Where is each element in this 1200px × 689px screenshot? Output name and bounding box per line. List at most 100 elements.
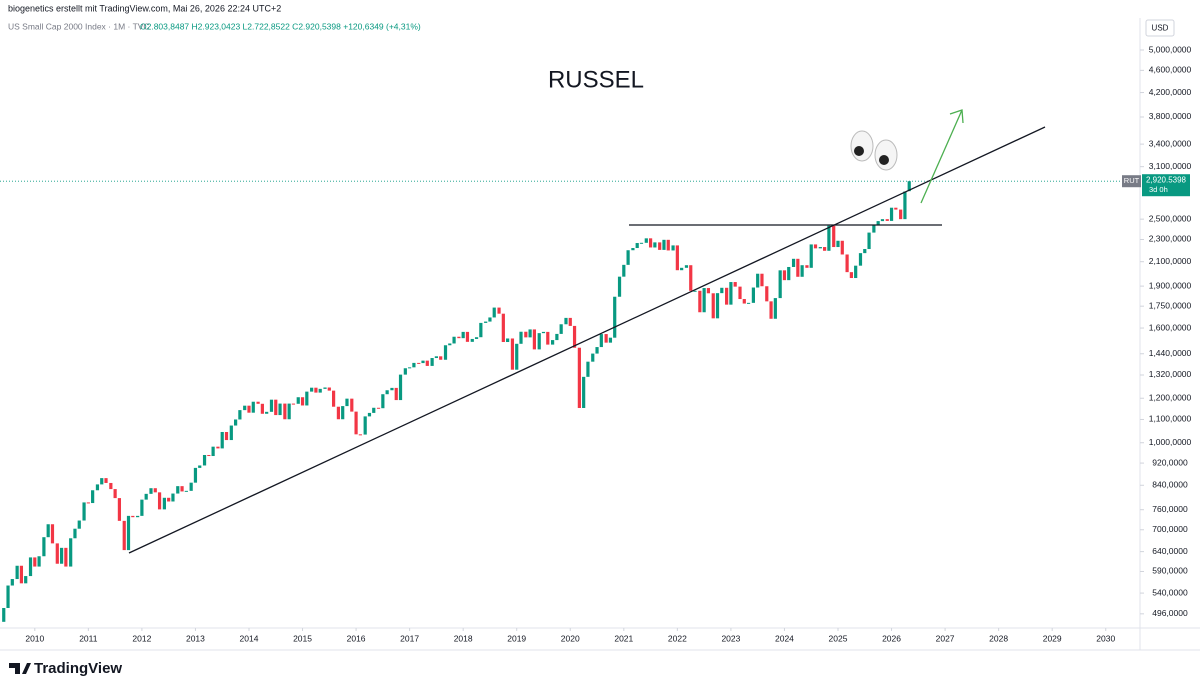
candle-body	[582, 376, 586, 408]
candle-body	[546, 331, 550, 345]
candle-body	[131, 515, 135, 518]
candle-body	[95, 484, 100, 491]
candle-body	[144, 493, 148, 500]
x-tick-label: 2014	[240, 633, 259, 643]
x-tick-label: 2018	[454, 633, 473, 643]
candle-body	[760, 273, 764, 287]
candle-body	[189, 482, 193, 491]
arrow	[920, 109, 964, 204]
y-tick-label: 1,600,0000	[1149, 322, 1192, 332]
candle-body	[251, 401, 255, 413]
candle-body	[845, 254, 849, 273]
candle-body	[157, 492, 162, 510]
candle-body	[336, 406, 341, 420]
candle-body	[889, 207, 894, 221]
candle-body	[591, 353, 595, 362]
candle-body	[867, 232, 871, 250]
candle-body	[46, 524, 50, 538]
candle-body	[698, 290, 702, 313]
candle-body	[524, 331, 528, 338]
countdown: 3d 0h	[1149, 185, 1168, 194]
candle-body	[33, 557, 37, 567]
candle-body	[572, 325, 577, 348]
candle-body	[836, 240, 840, 248]
last-price: 2,920.5398	[1146, 175, 1187, 184]
candle-body	[823, 247, 827, 251]
candle-body	[260, 403, 264, 414]
candle-body	[680, 267, 684, 271]
candle-body	[69, 538, 73, 567]
candle-body	[296, 397, 300, 404]
chart-title: RUSSEL	[548, 66, 644, 93]
y-tick-label: 2,300,0000	[1149, 234, 1192, 244]
candle-body	[167, 497, 171, 502]
candle-body	[899, 209, 903, 220]
candle-body	[564, 317, 568, 325]
candle-body	[733, 282, 737, 287]
candle-body	[305, 391, 309, 406]
candle-body	[858, 253, 863, 266]
candle-body	[91, 490, 95, 504]
candle-body	[234, 419, 238, 426]
ticker-box	[1122, 175, 1141, 188]
candle-body	[193, 467, 198, 483]
candle-body	[653, 242, 657, 248]
candle-body	[586, 361, 590, 377]
candle-body	[617, 276, 622, 297]
candle-body	[648, 238, 653, 248]
footer-brand: TradingView	[34, 660, 122, 677]
candle-body	[639, 242, 644, 244]
y-tick-label: 540,0000	[1152, 587, 1188, 597]
candle-body	[622, 264, 626, 277]
candle-body	[765, 286, 769, 302]
candle-body	[136, 515, 140, 518]
candle-body	[805, 265, 809, 268]
candle-body	[224, 431, 229, 441]
candle-body	[854, 265, 858, 279]
candle-body	[10, 579, 14, 586]
currency: USD	[1152, 24, 1169, 33]
symbol: US Small Cap 2000 Index · 1M · TVC	[8, 21, 150, 31]
candle-body	[278, 403, 282, 416]
trend-line	[128, 126, 1046, 554]
y-tick-label: 1,000,0000	[1149, 437, 1192, 447]
candle-body	[684, 265, 689, 268]
candle-body	[327, 387, 331, 391]
y-tick-label: 1,750,0000	[1149, 300, 1192, 310]
candle-body	[381, 394, 385, 409]
y-tick-label: 590,0000	[1152, 566, 1188, 576]
candle-body	[725, 287, 729, 305]
y-tick-label: 920,0000	[1152, 457, 1188, 467]
candle-body	[559, 324, 563, 334]
candle-body	[274, 399, 278, 416]
candle-body	[894, 207, 898, 210]
y-tick-label: 496,0000	[1152, 608, 1188, 618]
candle-body	[180, 486, 184, 492]
candle-body	[711, 293, 715, 319]
x-tick-label: 2019	[507, 633, 526, 643]
x-tick-label: 2028	[989, 633, 1008, 643]
candle-body	[385, 390, 389, 395]
candle-body	[376, 407, 381, 409]
y-tick-label: 4,200,0000	[1149, 87, 1192, 97]
candle-body	[756, 273, 760, 288]
candle-body	[608, 337, 613, 343]
candle-body	[198, 465, 202, 468]
candle-body	[430, 358, 434, 366]
x-tick-label: 2020	[561, 633, 580, 643]
candle-body	[666, 239, 670, 251]
candle-body	[109, 482, 113, 490]
candle-body	[885, 219, 889, 221]
candle-body	[287, 403, 291, 420]
candle-body	[439, 356, 443, 360]
y-tick-label: 700,0000	[1152, 524, 1188, 534]
currency-box[interactable]	[1145, 19, 1175, 37]
candle-body	[626, 250, 630, 265]
candle-body	[484, 321, 488, 323]
candle-body	[350, 398, 354, 412]
candle-body	[631, 248, 635, 251]
candle-body	[314, 387, 318, 393]
candle-body	[818, 247, 822, 249]
candle-body	[42, 537, 46, 557]
candle-body	[256, 401, 260, 404]
